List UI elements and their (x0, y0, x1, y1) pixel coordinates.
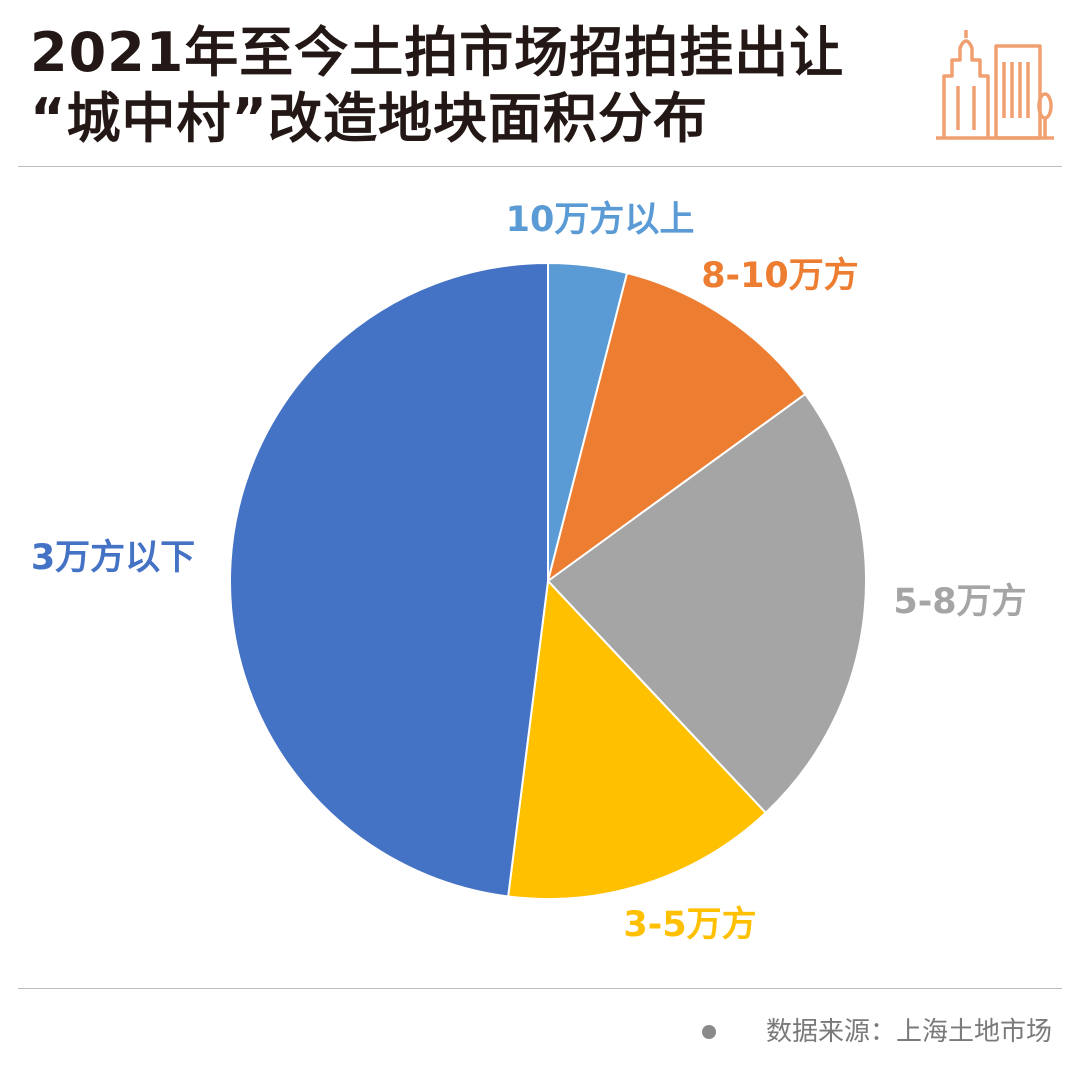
source-text: 数据来源：上海土地市场 (765, 1017, 1052, 1047)
pie-slice-2 (546, 271, 807, 584)
pie-label-3: 5-8万方 (893, 582, 1026, 622)
title-line-1: 2021年至今土拍市场招拍挂出让 (30, 21, 845, 84)
bullet-dot-icon (701, 1025, 716, 1039)
pie-label-5: 3万方以下 (31, 538, 195, 578)
city-buildings-icon (936, 30, 1054, 140)
pie-label-4: 3-5万方 (623, 905, 756, 945)
chart-title: 2021年至今土拍市场招拍挂出让 “城中村”改造地块面积分布 (30, 20, 910, 152)
pie-slice-4 (507, 578, 768, 900)
pie-label-2: 8-10万方 (701, 256, 859, 296)
title-line-2: “城中村”改造地块面积分布 (30, 87, 708, 150)
top-divider (18, 166, 1062, 167)
source-note: 数据来源：上海土地市场 (701, 1012, 1052, 1052)
pie-slices (229, 261, 867, 900)
pie-label-1: 10万方以上 (506, 200, 695, 240)
pie-slice-3 (546, 392, 867, 815)
bottom-divider (18, 988, 1062, 989)
pie-slice-5 (229, 261, 549, 898)
